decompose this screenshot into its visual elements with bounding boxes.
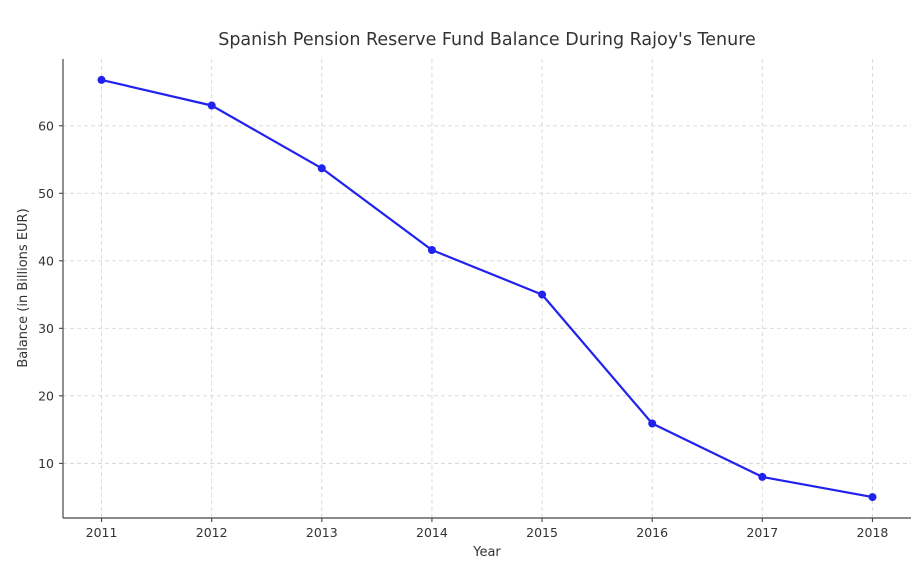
x-tick-label: 2016: [636, 525, 668, 540]
series-layer: [97, 75, 877, 502]
data-point: [427, 246, 436, 254]
data-line: [100, 78, 874, 499]
chart-title: Spanish Pension Reserve Fund Balance Dur…: [218, 30, 756, 50]
data-point: [97, 75, 106, 84]
data-point: [868, 493, 877, 502]
x-tick-label: 2018: [857, 525, 889, 540]
y-tick-label: 10: [38, 456, 54, 471]
y-tick-label: 40: [38, 253, 54, 268]
x-tick-label: 2014: [416, 525, 448, 540]
grid-layer: [63, 59, 911, 518]
tick-label-layer: 2011 2012 2013 2014 2015 2016 2017 2018 10 20 30 40…: [38, 118, 888, 540]
x-tick-label: 2013: [306, 525, 338, 540]
x-axis-label: Year: [472, 545, 501, 560]
data-point: [538, 290, 547, 299]
data-point: [317, 164, 326, 173]
y-tick-label: 30: [38, 321, 54, 336]
y-axis-label: Balance (in Billions EUR): [16, 208, 31, 367]
x-tick-label: 2017: [746, 525, 778, 540]
x-tick-label: 2015: [526, 525, 558, 540]
data-point: [207, 101, 216, 110]
x-tick-label: 2012: [196, 525, 228, 540]
tick-layer: [59, 125, 874, 522]
x-tick-label: 2011: [86, 525, 118, 540]
y-tick-label: 20: [38, 388, 54, 403]
y-tick-label: 50: [38, 186, 54, 201]
data-point: [648, 419, 657, 428]
y-tick-label: 60: [38, 118, 54, 133]
data-point: [758, 472, 767, 481]
